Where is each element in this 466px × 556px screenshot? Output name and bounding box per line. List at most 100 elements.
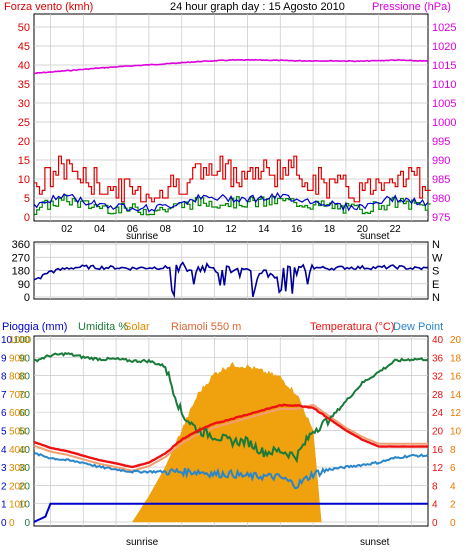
dir-left-tick-3: 270 [12, 252, 30, 264]
temp-b-tick-9: 18 [450, 353, 462, 364]
temp-b-tick-10: 20 [450, 335, 462, 346]
wind-min-line [34, 194, 431, 216]
pressure-right-tick-3: 990 [432, 155, 450, 167]
temp-b-tick-6: 12 [450, 408, 462, 419]
rain-tick-0: 0 [1, 518, 7, 529]
wind-left-tick-1: 5 [24, 193, 30, 205]
wind-left-tick-10: 50 [18, 22, 30, 34]
pressure-right-tick-10: 1025 [432, 22, 456, 34]
pressure-right-tick-6: 1005 [432, 98, 456, 110]
solar-tick-9: 900 [9, 353, 26, 364]
wind-axis-label: Forza vento (kmh) [4, 1, 93, 13]
dewpoint-axis-label: Dew Point [393, 321, 443, 333]
temp-b-tick-1: 2 [450, 500, 456, 511]
temp-a-tick-4: 16 [432, 445, 444, 456]
wind-gust-line [34, 155, 431, 203]
x-tick-12: 12 [225, 224, 237, 235]
humidity-axis-label: Umidita % [78, 321, 128, 333]
x-tick-14: 14 [258, 224, 270, 235]
temp-a-tick-10: 40 [432, 335, 444, 346]
wind-pressure-plot [33, 13, 429, 222]
rain-tick-5: 5 [1, 427, 7, 438]
humidity-tick-4: 40 [19, 445, 31, 456]
pressure-right-tick-1: 980 [432, 193, 450, 205]
solar-tick-2: 200 [9, 481, 26, 492]
temp-a-tick-2: 8 [432, 481, 438, 492]
rain-tick-8: 8 [1, 372, 7, 383]
dir-right-tick-4: N [432, 239, 440, 251]
solar-tick-5: 500 [9, 427, 26, 438]
sunrise-label-3: sunrise [126, 537, 159, 548]
weather-layer: 0123456789100102030405060708090100010020… [1, 335, 462, 529]
x-tick-22: 22 [390, 224, 402, 235]
pressure-right-tick-7: 1010 [432, 79, 456, 91]
dewpoint-line [33, 451, 429, 490]
wind-left-tick-3: 15 [18, 155, 30, 167]
temp-b-tick-0: 0 [450, 518, 456, 529]
humidity-tick-0: 0 [24, 518, 30, 529]
solar-tick-4: 400 [9, 445, 26, 456]
pressure-right-tick-8: 1015 [432, 60, 456, 72]
humidity-tick-2: 20 [19, 481, 31, 492]
humidity-tick-6: 60 [19, 408, 31, 419]
dir-left-tick-4: 360 [12, 239, 30, 251]
humidity-tick-5: 50 [19, 427, 31, 438]
dir-right-tick-0: N [432, 292, 440, 304]
solar-tick-8: 800 [9, 372, 26, 383]
solar-area [132, 361, 322, 523]
rain-tick-1: 1 [1, 500, 7, 511]
solar-tick-7: 700 [9, 390, 26, 401]
pressure-axis-label: Pressione (hPa) [372, 1, 451, 13]
rain-tick-10: 10 [1, 335, 13, 346]
x-tick-04: 04 [94, 224, 106, 235]
temperature-light-line [33, 403, 428, 472]
humidity-line [33, 351, 429, 464]
humidity-tick-9: 90 [19, 353, 31, 364]
sunset-label-1: sunset [360, 231, 390, 242]
temp-b-tick-2: 4 [450, 481, 456, 492]
rain-tick-3: 3 [1, 463, 7, 474]
pressure-right-tick-4: 995 [432, 136, 450, 148]
pressure-right-tick-2: 985 [432, 174, 450, 186]
wind-pressure-layer: 0510152025303540455097598098599099510001… [18, 14, 456, 235]
solar-tick-1: 100 [9, 500, 26, 511]
rain-tick-9: 9 [1, 353, 7, 364]
x-tick-18: 18 [324, 224, 336, 235]
wind-left-tick-6: 30 [18, 98, 30, 110]
solar-tick-6: 600 [9, 408, 26, 419]
temp-a-tick-6: 24 [432, 408, 444, 419]
wind-left-tick-9: 45 [18, 41, 30, 53]
rain-tick-2: 2 [1, 481, 7, 492]
pressure-right-tick-0: 975 [432, 212, 450, 224]
temp-a-tick-8: 32 [432, 372, 444, 383]
wind-left-tick-4: 20 [18, 136, 30, 148]
dir-right-tick-1: E [432, 279, 439, 291]
x-tick-08: 08 [160, 224, 172, 235]
wind-left-tick-5: 25 [18, 117, 30, 129]
humidity-tick-7: 70 [19, 390, 31, 401]
temperature-line [33, 403, 429, 469]
x-tick-02: 02 [61, 224, 73, 235]
temp-a-tick-1: 4 [432, 500, 438, 511]
humidity-tick-10: 100 [13, 335, 30, 346]
x-tick-20: 20 [357, 224, 369, 235]
temp-a-tick-3: 12 [432, 463, 444, 474]
x-tick-06: 06 [127, 224, 139, 235]
wind-left-tick-7: 35 [18, 79, 30, 91]
wind-avg-line [33, 191, 429, 213]
dir-left-tick-0: 0 [24, 292, 30, 304]
pressure-right-tick-9: 1020 [432, 41, 456, 53]
humidity-tick-8: 80 [19, 372, 31, 383]
rain-line [33, 502, 428, 523]
solar-tick-10: 1000 [9, 335, 32, 346]
temp-b-tick-8: 16 [450, 372, 462, 383]
dir-right-tick-3: W [432, 252, 443, 264]
dir-left-tick-1: 90 [18, 279, 30, 291]
rain-tick-7: 7 [1, 390, 7, 401]
temp-b-tick-7: 14 [450, 390, 462, 401]
location-label: Riamoli 550 m [171, 321, 241, 333]
wind-left-tick-2: 10 [18, 174, 30, 186]
